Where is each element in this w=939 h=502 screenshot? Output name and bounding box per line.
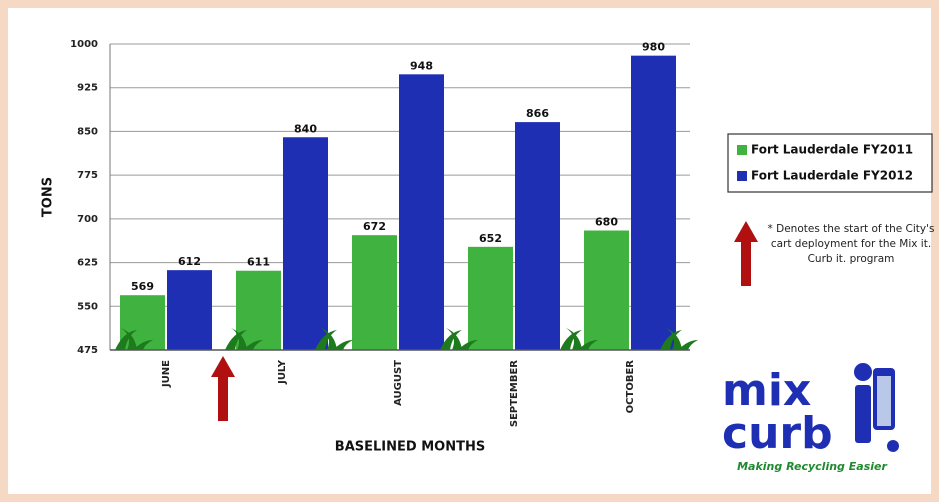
data-label: 980	[642, 41, 665, 54]
legend-swatch	[737, 171, 747, 181]
y-axis-label: TONS	[41, 177, 56, 217]
x-tick-label: JULY	[277, 359, 288, 385]
bar	[283, 137, 328, 350]
arrow	[211, 356, 235, 421]
grass-blade	[660, 328, 698, 350]
x-tick-label: OCTOBER	[625, 360, 636, 414]
bar	[584, 230, 629, 350]
y-tick-label: 775	[77, 170, 98, 181]
grass-blade	[115, 328, 153, 350]
bar	[631, 55, 676, 351]
grass-blade	[225, 328, 263, 350]
y-tick-label: 1000	[70, 39, 98, 50]
logo-word: curb	[722, 408, 833, 459]
data-label: 569	[131, 280, 154, 293]
y-tick-label: 925	[77, 83, 98, 94]
bar	[167, 270, 212, 350]
logo-it	[854, 363, 899, 452]
data-label: 840	[294, 122, 317, 135]
data-label: 866	[526, 107, 549, 120]
y-tick-label: 850	[77, 126, 98, 137]
y-tick-label: 550	[77, 301, 98, 312]
logo-word: mix	[722, 365, 811, 416]
x-tick-label: SEPTEMBER	[509, 360, 520, 427]
y-tick-label: 625	[77, 258, 98, 269]
annotation: * Denotes the start of the City's cart d…	[767, 223, 935, 265]
x-tick-label: AUGUST	[393, 360, 404, 406]
data-label: 652	[479, 232, 502, 245]
data-label: 948	[410, 59, 433, 72]
logo-tagline: Making Recycling Easier	[737, 460, 887, 473]
grass	[315, 328, 353, 350]
y-tick-label: 700	[77, 214, 98, 225]
bar	[515, 122, 560, 350]
grass	[560, 328, 598, 350]
data-label: 611	[247, 256, 270, 269]
x-tick-label: JUNE	[161, 360, 172, 388]
bar	[352, 235, 397, 350]
bar	[399, 74, 444, 351]
data-label: 680	[595, 216, 618, 229]
bar	[236, 270, 281, 350]
grass-blade	[440, 328, 478, 350]
note-arrow	[734, 221, 758, 286]
grass	[115, 328, 153, 350]
legend-label: Fort Lauderdale FY2012	[751, 169, 913, 183]
grass-blade	[560, 328, 598, 350]
grass	[660, 328, 698, 350]
grass-blade	[315, 328, 353, 350]
bar	[468, 246, 513, 350]
grass	[225, 328, 263, 350]
data-label: 612	[178, 255, 201, 268]
legend-box	[727, 133, 933, 193]
y-tick-label: 475	[77, 345, 98, 356]
data-label: 672	[363, 220, 386, 233]
x-axis-label: BASELINED MONTHS	[335, 440, 485, 455]
legend-swatch	[737, 145, 747, 155]
legend-label: Fort Lauderdale FY2011	[751, 143, 913, 157]
grass	[440, 328, 478, 350]
